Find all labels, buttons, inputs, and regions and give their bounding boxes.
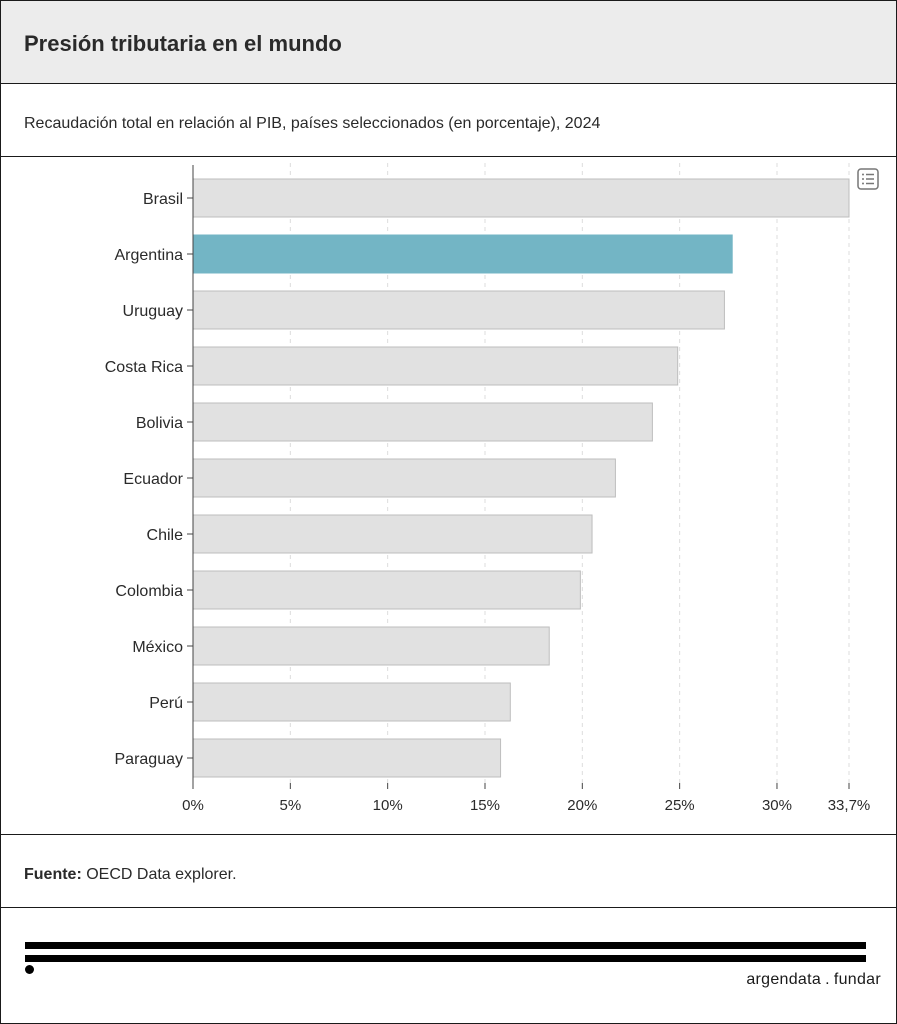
- category-label: Paraguay: [115, 751, 184, 768]
- category-label: Colombia: [115, 583, 183, 600]
- category-label: Uruguay: [123, 303, 183, 320]
- subtitle-row: Recaudación total en relación al PIB, pa…: [1, 84, 896, 157]
- logo-part2: fundar: [833, 971, 881, 988]
- x-tick-label: 10%: [373, 797, 403, 814]
- x-tick-label: 5%: [279, 797, 301, 814]
- logo-sep: .: [825, 971, 830, 988]
- table-view-icon[interactable]: [857, 168, 879, 190]
- category-label: México: [132, 639, 183, 656]
- x-tick-label: 0%: [182, 797, 204, 814]
- category-label: Ecuador: [123, 471, 183, 488]
- x-tick-label: 20%: [567, 797, 597, 814]
- x-tick-label: 15%: [470, 797, 500, 814]
- brand-logo: argendata. fundar: [746, 971, 881, 989]
- x-tick-label: 25%: [665, 797, 695, 814]
- footer: argendata. fundar: [1, 908, 896, 1023]
- category-label: Bolivia: [136, 415, 183, 432]
- bar-brasil: [192, 178, 850, 218]
- chart-area: Brasil Argentina Uruguay Costa Rica Bolivia E…: [1, 157, 896, 835]
- category-label: Costa Rica: [105, 359, 183, 376]
- chart-subtitle: Recaudación total en relación al PIB, pa…: [24, 115, 601, 132]
- brand-dot: [25, 965, 34, 974]
- brand-line-top: [25, 942, 866, 949]
- bar-ecuador: [192, 458, 616, 498]
- bar-bolivia: [192, 402, 653, 442]
- source-row: Fuente: OECD Data explorer.: [1, 835, 896, 908]
- x-tick-label: 33,7%: [828, 797, 871, 814]
- source-label: Fuente:: [24, 866, 82, 883]
- bar-paraguay: [192, 738, 502, 778]
- brand-line-bottom: [25, 955, 866, 962]
- source-text: OECD Data explorer.: [81, 866, 237, 883]
- bar-argentina: [192, 234, 733, 274]
- bar-perú: [192, 682, 511, 722]
- source-note: Fuente: OECD Data explorer.: [24, 866, 237, 884]
- page-title: Presión tributaria en el mundo: [24, 31, 342, 56]
- bar-chart: Brasil Argentina Uruguay Costa Rica Bolivia E…: [105, 163, 871, 814]
- category-label: Argentina: [115, 247, 184, 264]
- bar-chile: [192, 514, 593, 554]
- header: Presión tributaria en el mundo: [1, 1, 896, 84]
- category-label: Chile: [147, 527, 184, 544]
- x-tick-label: 30%: [762, 797, 792, 814]
- bar-costa-rica: [192, 346, 679, 386]
- category-label: Perú: [149, 695, 183, 712]
- bar-méxico: [192, 626, 550, 666]
- category-label: Brasil: [143, 191, 183, 208]
- logo-part1: argendata: [746, 971, 822, 988]
- bar-colombia: [192, 570, 581, 610]
- bar-uruguay: [192, 290, 725, 330]
